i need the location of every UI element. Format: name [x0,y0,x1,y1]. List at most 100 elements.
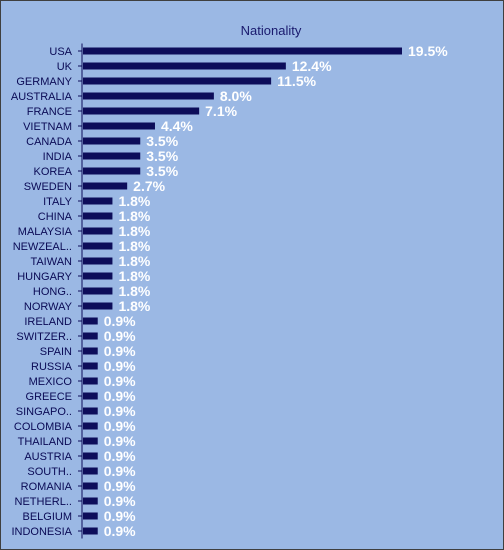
category-label: MEXICO [29,376,73,388]
value-label: 0.9% [104,403,136,419]
bar [83,347,98,355]
bar [83,422,98,430]
bar [83,152,141,160]
category-label: SWEDEN [24,181,72,193]
value-label: 0.9% [104,328,136,344]
value-label: 1.8% [118,253,150,269]
bar [83,377,98,385]
bar [83,197,113,205]
category-label: RUSSIA [31,361,73,373]
category-label: AUSTRALIA [11,91,73,103]
bar [83,497,98,505]
category-label: NETHERL.. [15,496,72,508]
bar [83,407,98,415]
bar [83,167,141,175]
bar [83,287,113,295]
category-label: SOUTH.. [27,466,72,478]
bar [83,512,98,520]
category-label: BELGIUM [22,511,72,523]
bar [83,527,98,535]
value-label: 0.9% [104,493,136,509]
value-label: 12.4% [292,58,332,74]
category-label: NEWZEAL.. [13,241,72,253]
value-label: 1.8% [118,298,150,314]
bar [83,437,98,445]
bar [83,212,113,220]
category-label: SPAIN [40,346,72,358]
value-label: 3.5% [146,163,178,179]
category-label: INDIA [43,151,73,163]
category-label: HUNGARY [17,271,72,283]
bar [83,332,98,340]
bar [83,92,214,100]
category-label: IRELAND [24,316,72,328]
chart-title: Nationality [241,23,302,38]
bar [83,362,98,370]
bar [83,62,286,70]
bar [83,107,200,115]
category-label: SWITZER.. [16,331,72,343]
value-label: 1.8% [118,238,150,254]
category-label: THAILAND [18,436,72,448]
value-label: 0.9% [104,358,136,374]
value-label: 7.1% [205,103,237,119]
value-label: 0.9% [104,313,136,329]
bar [83,257,113,265]
value-label: 0.9% [104,463,136,479]
bar [83,467,98,475]
bar [83,272,113,280]
category-label: HONG.. [33,286,72,298]
category-label: USA [49,46,72,58]
category-label: CANADA [26,136,73,148]
category-label: NORWAY [24,301,73,313]
bar [83,302,113,310]
value-label: 0.9% [104,388,136,404]
category-label: GERMANY [16,76,72,88]
value-label: 4.4% [161,118,193,134]
value-label: 1.8% [118,223,150,239]
value-label: 3.5% [146,133,178,149]
value-label: 0.9% [104,418,136,434]
value-label: 0.9% [104,448,136,464]
category-label: UK [57,61,73,73]
bar [83,122,155,130]
value-label: 0.9% [104,373,136,389]
value-label: 11.5% [277,73,316,89]
value-label: 3.5% [146,148,178,164]
category-label: KOREA [33,166,72,178]
bar [83,242,113,250]
category-label: CHINA [38,211,73,223]
category-label: COLOMBIA [14,421,73,433]
bar [83,452,98,460]
category-label: AUSTRIA [24,451,72,463]
category-label: INDONESIA [11,526,72,538]
category-label: VIETNAM [23,121,72,133]
bar [83,47,402,55]
category-label: TAIWAN [30,256,72,268]
bar [83,482,98,490]
category-label: FRANCE [27,106,72,118]
value-label: 1.8% [118,208,150,224]
value-label: 8.0% [220,88,252,104]
category-label: ITALY [43,196,73,208]
bar [83,227,113,235]
value-label: 1.8% [118,193,150,209]
category-label: ROMANIA [21,481,73,493]
category-label: MALAYSIA [18,226,73,238]
bar [83,77,272,85]
value-label: 0.9% [104,508,136,524]
category-label: SINGAPO.. [16,406,72,418]
bar [83,182,128,190]
bar [83,137,141,145]
bars-group: USA 19.5% UK 12.4% GERMANY 11.5% AUSTRALIA 8.0%… [11,43,448,539]
bar [83,317,98,325]
value-label: 0.9% [104,478,136,494]
value-label: 2.7% [133,178,165,194]
value-label: 0.9% [104,523,136,539]
bar [83,392,98,400]
value-label: 0.9% [104,433,136,449]
value-label: 1.8% [118,283,150,299]
category-label: GREECE [26,391,72,403]
value-label: 19.5% [408,43,448,59]
